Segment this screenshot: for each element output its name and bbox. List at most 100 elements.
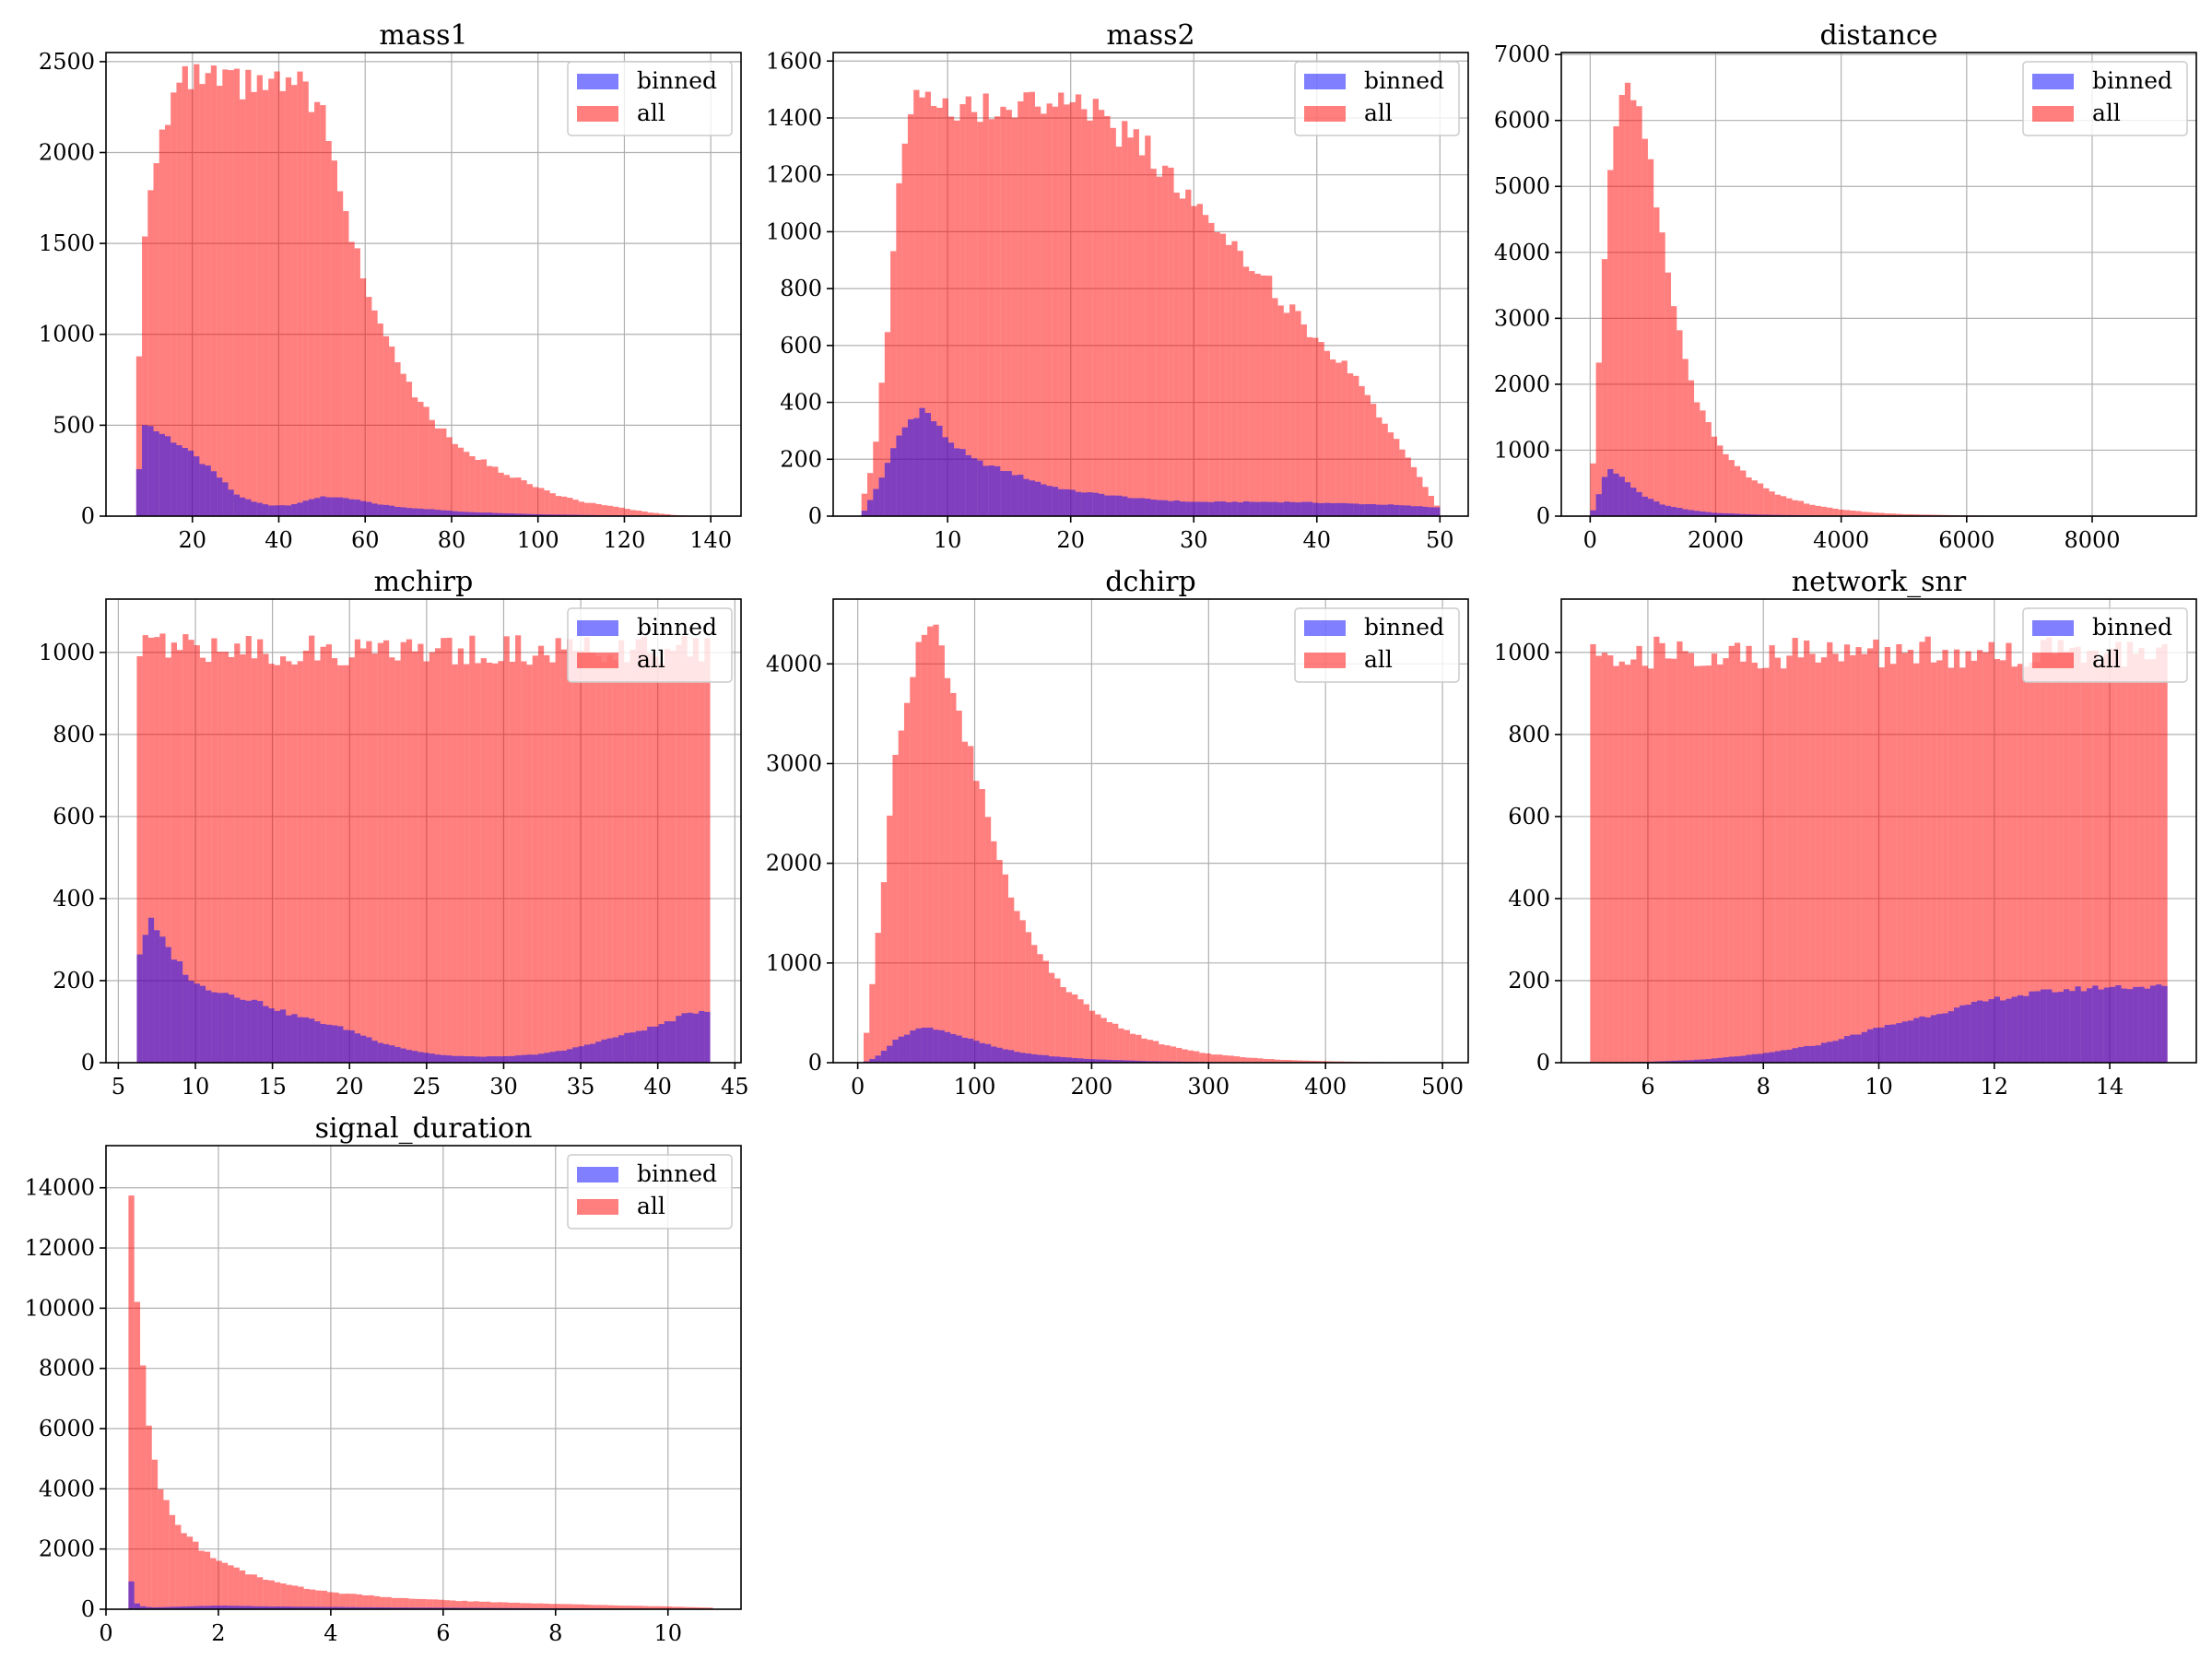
bar-all: [1217, 1054, 1222, 1063]
y-tick-label: 2000: [1494, 371, 1550, 397]
y-tick-label: 1000: [766, 950, 822, 976]
bar-all: [693, 638, 699, 1063]
bar-all: [1093, 99, 1099, 516]
bar-binned: [1014, 1052, 1019, 1063]
bar-all: [578, 651, 583, 1063]
bar-all: [309, 636, 314, 1063]
bar-all: [378, 643, 383, 1063]
bar-binned: [188, 981, 194, 1063]
bar-binned: [1012, 476, 1018, 516]
bar-all: [1832, 653, 1838, 1063]
bar-all: [378, 324, 383, 516]
bar-binned: [1049, 1056, 1054, 1063]
bar-binned: [182, 448, 188, 516]
bar-all: [222, 69, 228, 516]
bar-all: [401, 374, 406, 516]
bar-all: [383, 336, 389, 516]
bar-all: [389, 347, 394, 516]
x-tick-label: 2: [211, 1620, 225, 1646]
bar-binned: [2161, 986, 2167, 1063]
bar-binned: [629, 1032, 635, 1063]
bar-all: [515, 477, 521, 516]
legend-label-binned: binned: [2092, 67, 2172, 94]
bar-binned: [1099, 494, 1104, 516]
bar-binned: [2035, 991, 2041, 1063]
bar-all: [676, 645, 681, 1063]
x-tick-label: 5: [112, 1074, 125, 1100]
bar-all: [1688, 653, 1694, 1063]
bar-binned: [401, 507, 406, 516]
bar-binned: [1066, 1057, 1072, 1063]
bar-all: [561, 497, 567, 516]
legend-swatch-binned: [577, 74, 618, 89]
bar-all: [193, 1542, 198, 1609]
bar-binned: [199, 464, 205, 516]
bar-all: [476, 460, 481, 516]
bar-all: [152, 1460, 158, 1609]
legend-swatch-binned: [2032, 74, 2074, 89]
y-tick-label: 400: [780, 390, 822, 416]
bar-all: [1347, 373, 1353, 516]
bar-binned: [332, 498, 337, 516]
bar-all: [1318, 342, 1324, 516]
bar-all: [1376, 418, 1382, 516]
bar-all: [864, 1033, 869, 1063]
bar-binned: [321, 1024, 326, 1063]
y-tick-label: 600: [53, 804, 95, 830]
bar-all: [446, 437, 452, 516]
bar-binned: [1954, 1007, 1959, 1063]
bar-all: [175, 1525, 181, 1609]
legend-label-all: all: [2092, 646, 2121, 673]
bar-all: [521, 662, 526, 1063]
bar-all: [1099, 110, 1104, 516]
bar-binned: [314, 1021, 320, 1063]
bar-all: [1211, 1054, 1217, 1063]
bar-all: [337, 192, 343, 516]
bar-all: [345, 1594, 350, 1609]
y-tick-label: 3000: [1494, 305, 1550, 331]
bar-binned: [977, 461, 982, 516]
bar-binned: [1043, 1055, 1049, 1063]
bar-binned: [1839, 1039, 1844, 1063]
bar-binned: [1994, 996, 2000, 1063]
x-tick-label: 6000: [1938, 527, 1994, 553]
bar-all: [624, 663, 629, 1063]
bar-all: [544, 655, 549, 1063]
bar-all: [1107, 1022, 1112, 1063]
bar-all: [983, 93, 989, 516]
bar-binned: [1145, 499, 1150, 516]
bar-all: [1735, 642, 1740, 1063]
bar-binned: [2052, 993, 2057, 1063]
bar-all: [1839, 510, 1844, 516]
bar-all: [128, 1195, 134, 1609]
bar-binned: [1642, 497, 1648, 516]
bar-binned: [2064, 989, 2069, 1063]
bar-all: [991, 841, 996, 1063]
bar-binned: [1873, 1028, 1878, 1063]
bar-all: [453, 444, 458, 516]
bar-binned: [1394, 505, 1399, 516]
bar-all: [1752, 663, 1758, 1063]
bar-binned: [876, 1055, 881, 1063]
bar-binned: [939, 1030, 945, 1063]
bar-all: [198, 1551, 204, 1609]
bar-all: [892, 755, 898, 1063]
legend-swatch-all: [1304, 653, 1346, 668]
bar-binned: [406, 508, 412, 516]
bar-binned: [1151, 500, 1157, 516]
bar-binned: [2023, 996, 2029, 1063]
bar-binned: [1816, 1045, 1821, 1063]
bar-binned: [2041, 990, 2046, 1063]
bar-binned: [1061, 1057, 1066, 1063]
bar-binned: [1197, 501, 1203, 516]
bar-binned: [2000, 1000, 2006, 1063]
bar-all: [1023, 92, 1029, 516]
bar-all: [1758, 668, 1763, 1063]
bar-binned: [159, 434, 165, 516]
bar-binned: [681, 1013, 687, 1063]
bar-all: [1222, 1055, 1228, 1063]
bar-all: [1095, 1015, 1100, 1063]
bar-binned: [211, 993, 217, 1063]
bar-binned: [1261, 501, 1266, 516]
bar-binned: [676, 1016, 681, 1063]
